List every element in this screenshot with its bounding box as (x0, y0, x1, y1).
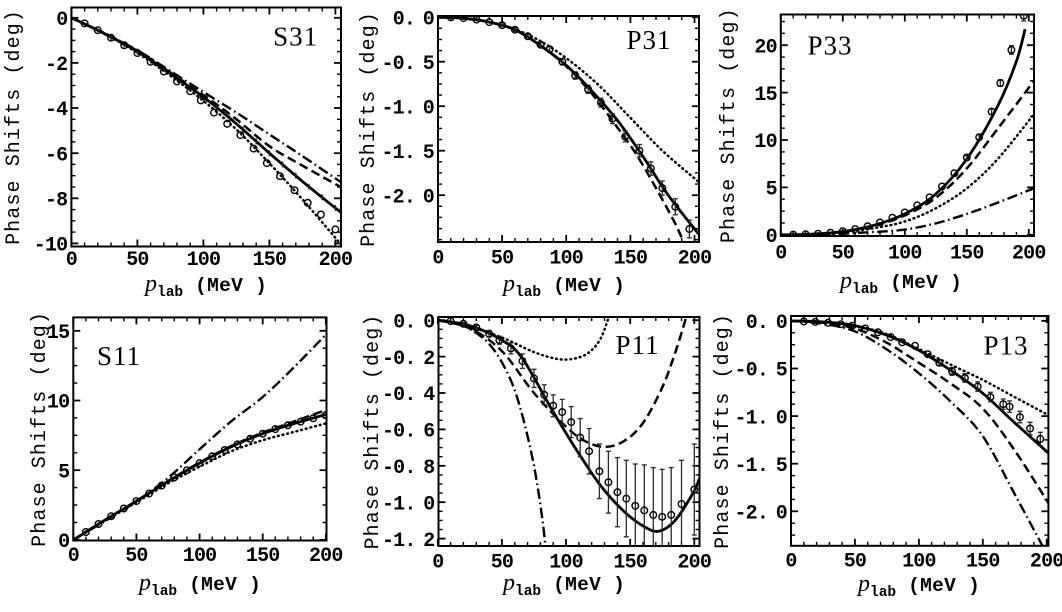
svg-text:150: 150 (950, 243, 984, 266)
svg-text:200: 200 (319, 249, 353, 272)
svg-text:plab (MeV ): plab (MeV ) (137, 570, 261, 600)
svg-text:0: 0 (56, 9, 67, 32)
svg-text:Phase Shifts (deg): Phase Shifts (deg) (29, 311, 52, 547)
svg-text:-0. 4: -0. 4 (382, 384, 435, 407)
svg-text:plab (MeV ): plab (MeV ) (856, 571, 980, 601)
svg-text:100: 100 (187, 249, 221, 272)
svg-text:15: 15 (47, 322, 69, 345)
svg-text:0: 0 (68, 545, 79, 568)
svg-text:Phase Shifts (deg): Phase Shifts (deg) (358, 11, 381, 247)
svg-text:plab (MeV ): plab (MeV ) (501, 271, 625, 301)
svg-text:0: 0 (785, 551, 796, 574)
svg-text:S31: S31 (273, 21, 318, 51)
svg-text:P11: P11 (615, 330, 659, 360)
svg-text:-10: -10 (34, 235, 68, 258)
svg-text:-0. 8: -0. 8 (382, 457, 435, 480)
svg-text:50: 50 (491, 552, 513, 575)
svg-text:-1. 0: -1. 0 (382, 493, 435, 516)
svg-text:-2. 0: -2. 0 (381, 186, 434, 209)
svg-text:100: 100 (902, 551, 936, 574)
svg-text:-0. 5: -0. 5 (381, 53, 434, 76)
svg-text:plab (MeV ): plab (MeV ) (501, 570, 625, 600)
svg-text:0. 0: 0. 0 (746, 312, 787, 335)
svg-text:-2. 0: -2. 0 (734, 503, 787, 526)
svg-text:150: 150 (246, 545, 280, 568)
svg-text:-0. 6: -0. 6 (382, 421, 435, 444)
svg-text:50: 50 (844, 551, 866, 574)
svg-text:plab (MeV ): plab (MeV ) (838, 268, 962, 298)
svg-text:-4: -4 (45, 99, 68, 122)
svg-text:50: 50 (832, 243, 854, 266)
svg-text:0: 0 (775, 243, 786, 266)
svg-text:-8: -8 (45, 190, 67, 213)
svg-text:-0. 5: -0. 5 (734, 360, 787, 383)
svg-text:5: 5 (766, 179, 777, 202)
svg-text:-2: -2 (45, 54, 67, 77)
svg-text:-1. 2: -1. 2 (382, 530, 435, 553)
svg-text:15: 15 (754, 84, 776, 107)
svg-text:0. 0: 0. 0 (393, 311, 434, 334)
svg-text:-1. 0: -1. 0 (381, 97, 434, 120)
svg-text:-1. 5: -1. 5 (734, 455, 787, 478)
svg-text:Phase Shifts (deg): Phase Shifts (deg) (718, 7, 741, 243)
svg-text:150: 150 (253, 249, 287, 272)
svg-text:200: 200 (1012, 243, 1046, 266)
svg-text:100: 100 (183, 545, 217, 568)
svg-text:Phase Shifts (deg): Phase Shifts (deg) (362, 314, 385, 550)
svg-text:50: 50 (125, 545, 147, 568)
svg-text:-1. 5: -1. 5 (381, 142, 434, 165)
svg-text:S11: S11 (97, 341, 141, 371)
svg-text:10: 10 (47, 392, 69, 415)
svg-text:0: 0 (58, 531, 69, 554)
svg-text:-0. 2: -0. 2 (382, 348, 435, 371)
svg-text:100: 100 (549, 248, 583, 271)
svg-text:Phase Shifts (deg): Phase Shifts (deg) (3, 9, 26, 245)
svg-text:-1. 0: -1. 0 (734, 407, 787, 430)
svg-text:0: 0 (432, 552, 443, 575)
svg-text:0: 0 (66, 249, 77, 272)
svg-text:P13: P13 (983, 330, 1028, 360)
svg-text:200: 200 (309, 545, 343, 568)
svg-text:200: 200 (678, 248, 712, 271)
svg-text:150: 150 (613, 552, 647, 575)
svg-text:100: 100 (888, 243, 922, 266)
svg-text:150: 150 (614, 248, 648, 271)
svg-text:P33: P33 (807, 30, 852, 60)
svg-text:200: 200 (677, 552, 711, 575)
svg-text:50: 50 (491, 248, 513, 271)
svg-text:5: 5 (58, 461, 69, 484)
svg-text:50: 50 (126, 249, 148, 272)
svg-text:10: 10 (754, 131, 776, 154)
svg-text:100: 100 (549, 552, 583, 575)
svg-text:P31: P31 (626, 25, 671, 55)
svg-text:0. 0: 0. 0 (393, 8, 434, 31)
svg-text:0: 0 (432, 248, 443, 271)
svg-text:20: 20 (754, 36, 776, 59)
svg-text:200: 200 (1030, 551, 1062, 574)
svg-text:plab (MeV ): plab (MeV ) (143, 271, 267, 301)
svg-text:150: 150 (966, 551, 1000, 574)
svg-text:-6: -6 (45, 144, 67, 167)
svg-text:0: 0 (766, 226, 777, 249)
svg-text:Phase Shifts (deg): Phase Shifts (deg) (712, 313, 735, 549)
